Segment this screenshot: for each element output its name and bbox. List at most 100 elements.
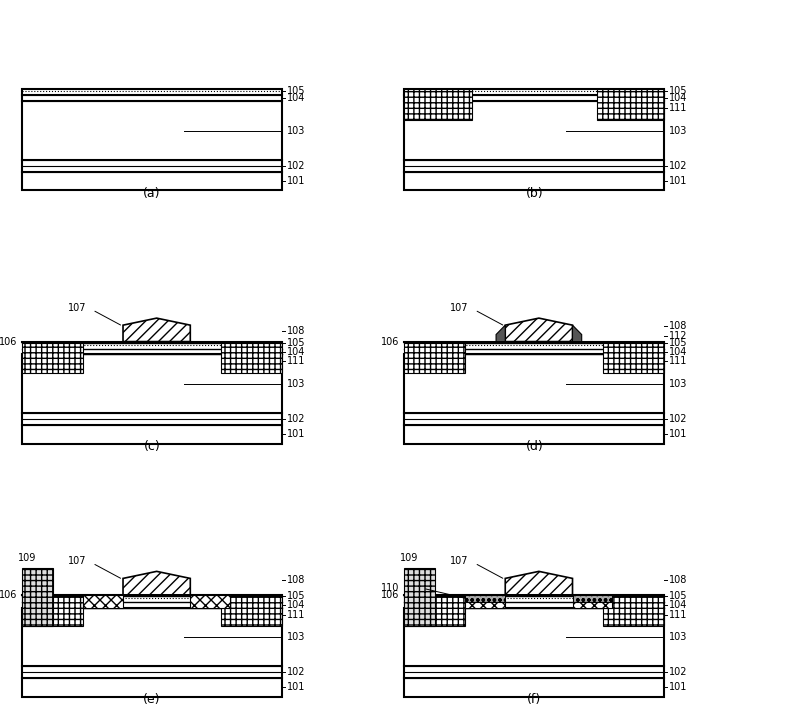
Text: 106: 106 <box>382 337 400 346</box>
FancyBboxPatch shape <box>83 595 123 608</box>
FancyBboxPatch shape <box>466 602 506 608</box>
Text: 103: 103 <box>669 632 687 642</box>
Polygon shape <box>496 325 506 341</box>
Text: 103: 103 <box>286 632 305 642</box>
FancyBboxPatch shape <box>22 354 282 413</box>
FancyBboxPatch shape <box>22 343 83 373</box>
FancyBboxPatch shape <box>404 101 664 160</box>
Text: 111: 111 <box>286 356 305 367</box>
FancyBboxPatch shape <box>573 602 612 608</box>
Text: 103: 103 <box>669 126 687 135</box>
Text: 111: 111 <box>669 356 687 367</box>
Text: 104: 104 <box>286 93 305 103</box>
Text: 101: 101 <box>669 176 687 186</box>
FancyBboxPatch shape <box>603 596 664 626</box>
Text: 111: 111 <box>669 609 687 620</box>
Text: 103: 103 <box>286 126 305 135</box>
FancyBboxPatch shape <box>404 160 664 171</box>
FancyBboxPatch shape <box>22 413 282 425</box>
FancyBboxPatch shape <box>22 171 282 190</box>
FancyBboxPatch shape <box>404 608 664 667</box>
Text: 104: 104 <box>669 346 687 356</box>
FancyBboxPatch shape <box>22 667 282 678</box>
Text: 106: 106 <box>382 590 400 600</box>
Text: 106: 106 <box>0 337 18 346</box>
Text: 111: 111 <box>286 609 305 620</box>
Text: 105: 105 <box>286 338 305 348</box>
Text: 106: 106 <box>0 590 18 600</box>
FancyBboxPatch shape <box>404 90 472 120</box>
Text: 101: 101 <box>286 176 305 186</box>
Text: (a): (a) <box>143 187 161 200</box>
FancyBboxPatch shape <box>22 596 83 626</box>
FancyBboxPatch shape <box>22 95 282 101</box>
FancyBboxPatch shape <box>466 595 506 602</box>
FancyBboxPatch shape <box>22 608 282 667</box>
FancyBboxPatch shape <box>597 90 664 120</box>
Text: 104: 104 <box>669 93 687 103</box>
Text: 101: 101 <box>669 429 687 439</box>
Text: 109: 109 <box>400 554 418 563</box>
Text: 112: 112 <box>669 330 687 341</box>
Polygon shape <box>506 318 573 341</box>
Polygon shape <box>123 318 190 341</box>
Text: 107: 107 <box>68 302 86 312</box>
Text: (e): (e) <box>143 693 161 706</box>
Text: 104: 104 <box>286 346 305 356</box>
FancyBboxPatch shape <box>404 354 664 413</box>
FancyBboxPatch shape <box>404 95 664 101</box>
Polygon shape <box>573 325 582 341</box>
Text: 105: 105 <box>669 338 687 348</box>
FancyBboxPatch shape <box>22 678 282 697</box>
Text: 102: 102 <box>286 667 305 677</box>
Text: 108: 108 <box>286 575 305 585</box>
Text: 105: 105 <box>286 591 305 601</box>
FancyBboxPatch shape <box>404 667 664 678</box>
Text: 105: 105 <box>286 86 305 96</box>
FancyBboxPatch shape <box>404 425 664 444</box>
FancyBboxPatch shape <box>221 596 282 626</box>
Text: 104: 104 <box>669 600 687 610</box>
Text: 107: 107 <box>450 556 469 566</box>
Text: (b): (b) <box>526 187 543 200</box>
FancyBboxPatch shape <box>190 595 230 608</box>
Text: 102: 102 <box>669 667 687 677</box>
FancyBboxPatch shape <box>22 425 282 444</box>
FancyBboxPatch shape <box>22 101 282 160</box>
FancyBboxPatch shape <box>22 90 282 95</box>
FancyBboxPatch shape <box>404 678 664 697</box>
Text: 101: 101 <box>286 429 305 439</box>
FancyBboxPatch shape <box>221 343 282 373</box>
FancyBboxPatch shape <box>603 343 664 373</box>
Text: 108: 108 <box>669 321 687 331</box>
Text: 111: 111 <box>669 103 687 114</box>
FancyBboxPatch shape <box>404 413 664 425</box>
Text: (d): (d) <box>526 440 543 453</box>
FancyBboxPatch shape <box>404 171 664 190</box>
Text: 101: 101 <box>669 683 687 693</box>
Text: 102: 102 <box>286 161 305 171</box>
Text: 101: 101 <box>286 683 305 693</box>
FancyBboxPatch shape <box>573 595 612 602</box>
FancyBboxPatch shape <box>404 90 664 95</box>
Text: 107: 107 <box>450 302 469 312</box>
Text: 104: 104 <box>286 600 305 610</box>
Text: 108: 108 <box>286 326 305 336</box>
FancyBboxPatch shape <box>22 160 282 171</box>
Polygon shape <box>506 571 573 595</box>
Polygon shape <box>123 571 190 595</box>
Text: (f): (f) <box>527 693 542 706</box>
Text: 105: 105 <box>669 591 687 601</box>
Text: 109: 109 <box>18 554 36 563</box>
FancyBboxPatch shape <box>404 596 466 626</box>
FancyBboxPatch shape <box>22 568 53 626</box>
Text: 102: 102 <box>669 161 687 171</box>
Text: 102: 102 <box>669 414 687 424</box>
Text: 105: 105 <box>669 86 687 96</box>
FancyBboxPatch shape <box>404 343 466 373</box>
Text: 103: 103 <box>286 379 305 389</box>
Text: (c): (c) <box>144 440 161 453</box>
Text: 102: 102 <box>286 414 305 424</box>
Text: 108: 108 <box>669 575 687 585</box>
FancyBboxPatch shape <box>404 568 435 626</box>
